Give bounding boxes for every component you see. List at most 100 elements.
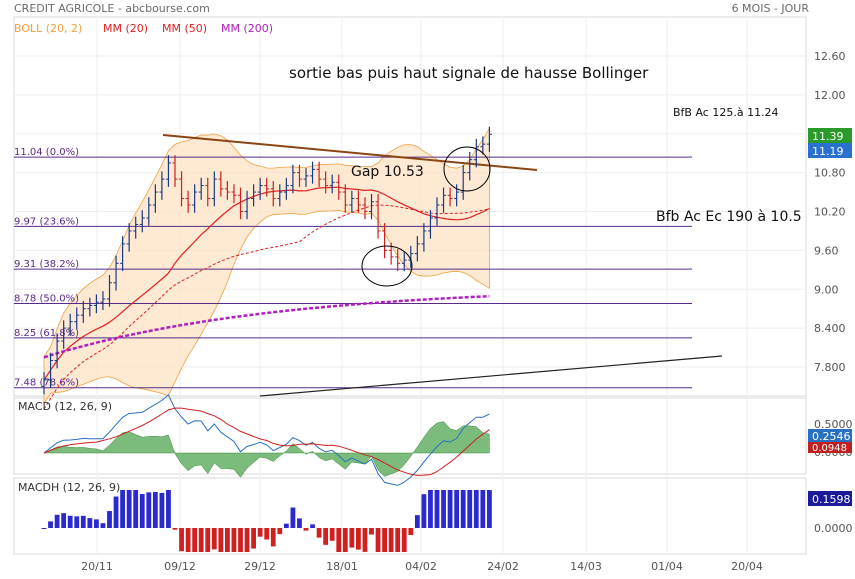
macdh-label: MACDH (12, 26, 9) (18, 481, 120, 494)
macd-value: 0.2546 (812, 430, 851, 443)
macdh-bar (401, 528, 407, 552)
macdh-bar (460, 490, 466, 528)
macdh-bar (231, 528, 237, 552)
macdh-bar (428, 490, 433, 528)
macdh-bar (152, 492, 158, 528)
macdh-bar (316, 528, 322, 538)
macdh-bar (74, 516, 80, 528)
macdh-bar (218, 528, 224, 552)
macd-tick: 0.5000 (814, 418, 853, 431)
macdh-bar (100, 523, 106, 528)
bfb2-annotation: Bfb Ac Ec 190 à 10.5 (656, 209, 802, 225)
x-tick-label: 09/12 (164, 560, 196, 573)
y-tick-label: 8.400 (814, 322, 846, 335)
legend-item: MM (200) (221, 22, 273, 35)
macdh-bar (80, 515, 86, 528)
legend-item: MM (50) (162, 22, 207, 35)
fibonacci-label: 7.48 (78.6%) (14, 378, 79, 389)
macdh-bar (139, 494, 145, 528)
macdh-bar (251, 528, 256, 549)
macdh-bar (87, 518, 93, 528)
macdh-tick: 0.0000 (814, 522, 853, 535)
macdh-bar (454, 490, 460, 528)
period-label: 6 MOIS - JOUR (731, 2, 809, 15)
macdh-bar (473, 490, 479, 528)
main-panel-frame (13, 16, 807, 397)
breakout-circle-top (443, 146, 491, 192)
fibonacci-label: 8.25 (61.8%) (14, 328, 79, 339)
x-tick-label: 20/04 (731, 560, 763, 573)
macdh-bar (257, 528, 263, 537)
macdh-bar (179, 528, 184, 552)
macdh-bar (133, 490, 139, 528)
macdh-bar (421, 494, 427, 528)
macdh-bar (270, 528, 276, 547)
macdh-bar (192, 528, 198, 552)
last-price-badge (808, 128, 852, 143)
bollinger-annotation: sortie bas puis haut signale de hausse B… (289, 64, 649, 82)
y-tick-label: 12.00 (814, 89, 846, 102)
macdh-bar (41, 528, 47, 529)
macdh-bar (61, 513, 67, 528)
macdh-value-badge (808, 491, 852, 506)
macdh-bar (303, 528, 309, 531)
macdh-bar (369, 528, 374, 535)
macdh-bar (342, 528, 348, 552)
fibonacci-label: 11.04 (0.0%) (14, 147, 79, 158)
y-tick-label: 10.20 (814, 206, 846, 219)
mm50-line (43, 204, 490, 410)
macd-value-badge (808, 429, 852, 442)
x-tick-label: 18/01 (326, 560, 358, 573)
macdh-bar (323, 528, 329, 545)
signal-value-badge (808, 442, 852, 453)
macdh-value: 0.1598 (812, 493, 851, 506)
macdh-bar (388, 528, 394, 552)
macdh-bar (107, 511, 112, 528)
macdh-bar (159, 492, 165, 528)
boll-band-value: 11.19 (812, 145, 844, 158)
macdh-bar (336, 528, 342, 552)
macdh-bar (172, 528, 178, 530)
legend-item: BOLL (20, 2) (14, 22, 82, 35)
macdh-bar (414, 515, 420, 528)
long-term-trendline (259, 355, 723, 397)
macdh-bar (198, 528, 204, 552)
fibonacci-label: 9.97 (23.6%) (14, 216, 79, 227)
macdh-bar (395, 528, 401, 552)
macdh-bar (238, 528, 243, 552)
macdh-bar (264, 528, 270, 540)
legend-item: MM (20) (103, 22, 148, 35)
macd-label: MACD (12, 26, 9) (18, 400, 112, 413)
fibonacci-label: 9.31 (38.2%) (14, 259, 79, 270)
macdh-bar (166, 490, 171, 528)
macdh-bar (277, 528, 283, 535)
chart-title: CREDIT AGRICOLE - abcbourse.com (14, 2, 210, 15)
y-tick-label: 9.60 (814, 244, 839, 257)
macdh-bar (113, 496, 119, 528)
macdh-bar (185, 528, 191, 552)
x-tick-label: 14/03 (570, 560, 602, 573)
macdh-bar (467, 490, 473, 528)
fibonacci-label: 8.78 (50.0%) (14, 294, 79, 305)
macdh-bar (205, 528, 211, 552)
macdh-bar (382, 528, 387, 552)
macdh-bar (67, 515, 73, 528)
x-tick-label: 24/02 (487, 560, 519, 573)
macdh-bar (146, 492, 152, 528)
x-tick-label: 01/04 (651, 560, 683, 573)
macdh-bar (126, 490, 132, 528)
x-tick-label: 04/02 (405, 560, 437, 573)
macdh-bar (362, 528, 368, 552)
macdh-bar (211, 528, 217, 550)
y-tick-label: 7.800 (814, 361, 846, 374)
x-tick-label: 20/11 (81, 560, 113, 573)
macdh-bar (480, 490, 486, 528)
y-tick-label: 9.00 (814, 283, 839, 296)
macdh-bar (290, 507, 296, 528)
macdh-bar (356, 528, 361, 550)
macd-line (43, 394, 490, 486)
macdh-bar (408, 528, 414, 535)
macdh-bar (329, 528, 335, 541)
signal-value: 0.0948 (812, 443, 847, 454)
